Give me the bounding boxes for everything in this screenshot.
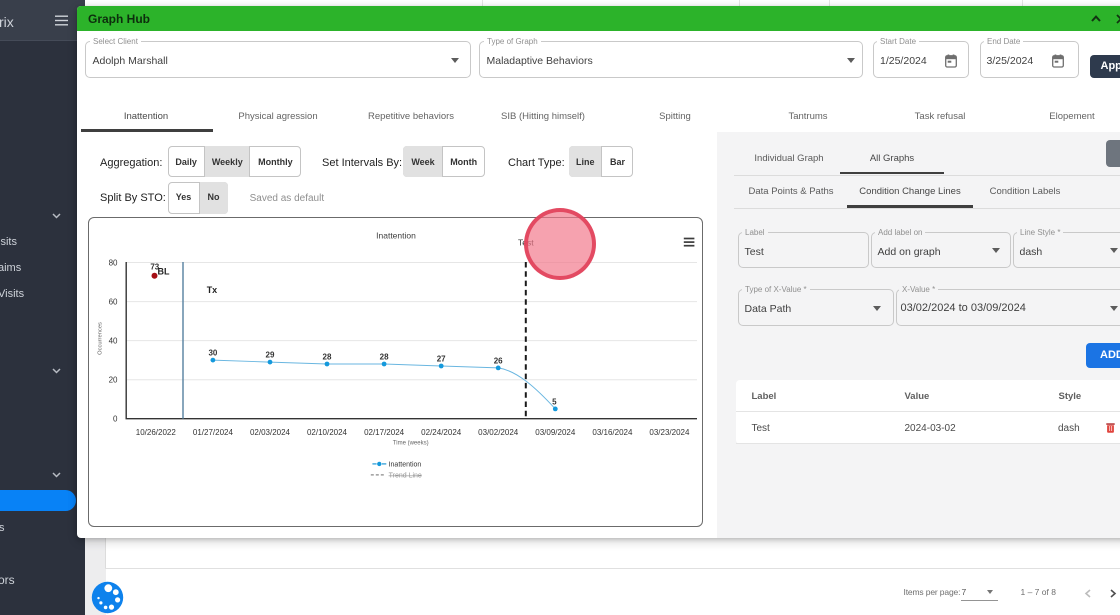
svg-text:29: 29 — [266, 351, 275, 360]
svg-text:02/03/2024: 02/03/2024 — [250, 428, 291, 437]
svg-text:Inattention: Inattention — [389, 462, 422, 469]
svg-text:02/10/2024: 02/10/2024 — [307, 428, 348, 437]
svg-text:Time (weeks): Time (weeks) — [393, 441, 429, 447]
svg-text:02/17/2024: 02/17/2024 — [364, 428, 405, 437]
svg-text:Trend Line: Trend Line — [389, 473, 422, 480]
svg-text:03/09/2024: 03/09/2024 — [535, 428, 576, 437]
svg-text:03/16/2024: 03/16/2024 — [592, 428, 633, 437]
svg-text:Inattention: Inattention — [376, 231, 416, 241]
svg-text:5: 5 — [552, 397, 557, 406]
svg-text:26: 26 — [494, 356, 503, 365]
svg-text:03/02/2024: 03/02/2024 — [478, 428, 519, 437]
svg-text:80: 80 — [109, 258, 118, 267]
svg-text:60: 60 — [109, 297, 118, 306]
svg-text:73: 73 — [150, 263, 159, 272]
svg-text:30: 30 — [208, 349, 217, 358]
svg-text:01/27/2024: 01/27/2024 — [193, 428, 234, 437]
svg-text:BL: BL — [158, 267, 170, 277]
svg-text:03/23/2024: 03/23/2024 — [649, 428, 690, 437]
svg-text:10/26/2022: 10/26/2022 — [136, 428, 177, 437]
svg-text:20: 20 — [109, 376, 118, 385]
svg-text:28: 28 — [323, 353, 332, 362]
svg-text:28: 28 — [380, 353, 389, 362]
svg-text:40: 40 — [109, 336, 118, 345]
svg-text:Tx: Tx — [207, 285, 218, 295]
svg-text:27: 27 — [437, 355, 446, 364]
svg-text:Occurrences: Occurrences — [98, 322, 104, 355]
svg-text:0: 0 — [113, 414, 118, 423]
svg-text:02/24/2024: 02/24/2024 — [421, 428, 462, 437]
